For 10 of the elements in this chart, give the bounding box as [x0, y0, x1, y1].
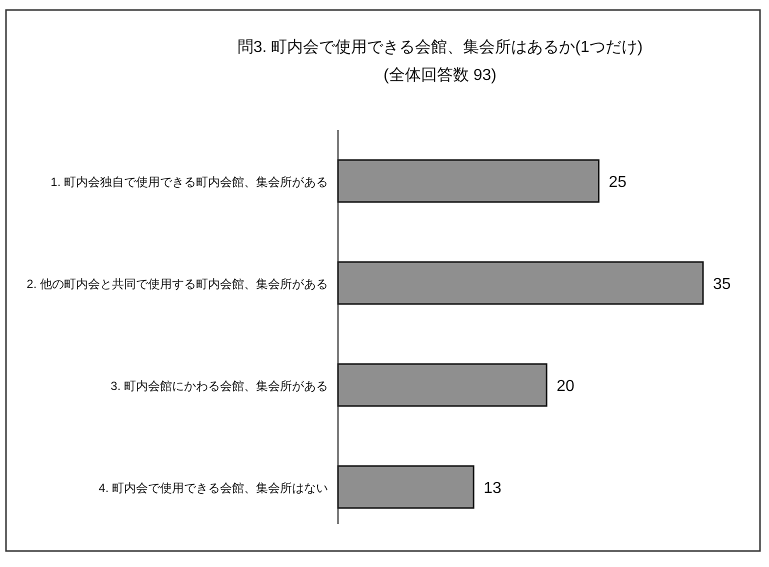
category-label: 2. 他の町内会と共同で使用する町内会館、集会所がある: [26, 277, 328, 291]
data-label: 20: [556, 378, 574, 395]
title: 問3. 町内会で使用できる会館、集会所はあるか(1つだけ): [237, 39, 643, 56]
category-label: 3. 町内会館にかわる会館、集会所がある: [110, 379, 328, 393]
category-label: 1. 町内会独自で使用できる町内会館、集会所がある: [50, 175, 328, 189]
subtitle: (全体回答数 93): [384, 67, 496, 84]
category-label: 4. 町内会で使用できる会館、集会所はない: [98, 481, 328, 495]
data-label: 13: [484, 480, 502, 497]
data-label: 25: [608, 174, 626, 191]
data-label: 35: [713, 276, 731, 293]
